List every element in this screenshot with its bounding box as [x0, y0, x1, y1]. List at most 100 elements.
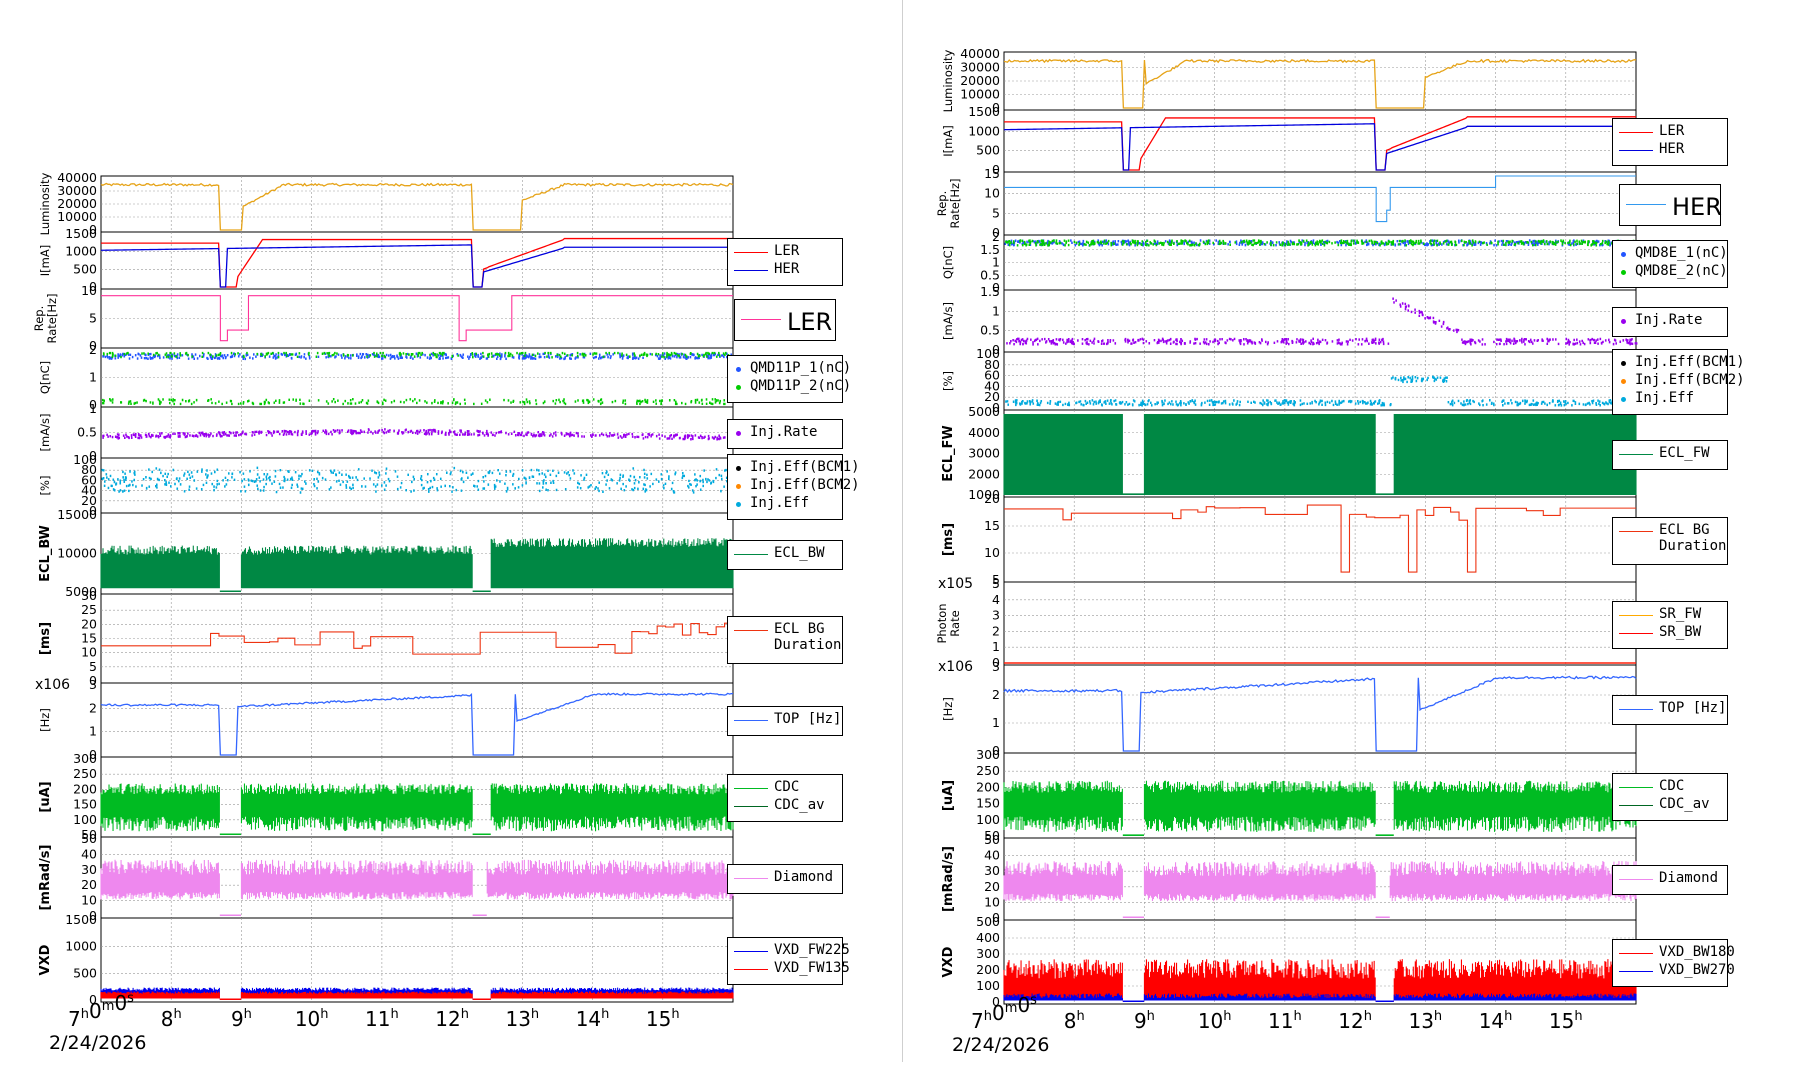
legend-photon: SR_FW SR_BW	[1612, 600, 1728, 649]
tick-label: 1500	[65, 912, 97, 927]
x-tick-unit: h	[601, 1007, 609, 1022]
tick-label: 5	[89, 659, 97, 674]
series-line-her	[1003, 123, 1636, 171]
axis-label-y: Rep.	[32, 306, 46, 332]
tick-label: 0	[89, 338, 97, 353]
series-dots-inj-rate	[102, 428, 734, 442]
legend-label: QMD11P_1(nC)	[750, 359, 852, 376]
legend-injeff: Inj.Eff(BCM1) Inj.Eff(BCM2) Inj.Eff	[727, 453, 860, 520]
x-tick-unit: h	[984, 1009, 992, 1024]
legend-label: HER	[774, 260, 800, 277]
x-tick-number: 0	[1017, 993, 1030, 1017]
tick-label: 500	[976, 914, 1000, 929]
legend-injeff: Inj.Eff(BCM1) Inj.Eff(BCM2) Inj.Eff	[1612, 349, 1745, 415]
x-tick-label: 8h	[1064, 1009, 1085, 1033]
panel-q: 2 1 0 Q[nC]	[38, 342, 734, 412]
x-tick-unit: s	[127, 991, 134, 1006]
panel-frame	[1003, 109, 1637, 173]
legend-eclfw: ECL_FW	[1612, 439, 1728, 470]
tick-label: 200	[976, 962, 1000, 977]
axis-label-y: [mA/s]	[941, 302, 955, 340]
axis-label-y: [mRad/s]	[941, 846, 956, 912]
x-tick-label: 13h	[1408, 1009, 1442, 1033]
legend-line-icon	[1619, 971, 1653, 972]
panel-frame	[1003, 581, 1637, 666]
legend-entry: CDC	[1613, 778, 1727, 796]
panel-eclbg: 20 15 10 5 [ms]	[941, 491, 1637, 587]
series-step-eclbg	[101, 622, 734, 655]
tick-label: 20	[81, 877, 97, 892]
legend-label: QMD11P_2(nC)	[750, 377, 852, 394]
tick-label: 4000	[968, 425, 1000, 440]
tick-label: 0	[89, 503, 97, 518]
legend-label: QMD8E_2(nC)	[1635, 262, 1728, 279]
series-line-ler	[101, 237, 733, 288]
legend-entry: HER	[1613, 141, 1727, 159]
tick-label: 2000	[968, 466, 1000, 481]
series-band-vxd-bw180	[1003, 959, 1637, 1002]
series-dots-inj-eff	[1005, 375, 1638, 407]
tick-label: 40	[984, 848, 1000, 863]
x-tick-label: 10h	[1198, 1009, 1232, 1033]
axis-label-y: ECL_FW	[941, 425, 956, 481]
legend-entry: ECL_FW	[1613, 445, 1727, 463]
legend-current: LER HER	[727, 237, 843, 286]
axis-label-y: Rate[Hz]	[948, 178, 962, 228]
legend-label: LER	[1659, 123, 1685, 139]
legend-entry: CDC_av	[728, 797, 842, 815]
tick-label: 30	[984, 863, 1000, 878]
x-tick-label: 7h0m0s	[68, 991, 134, 1031]
axis-label-y: [Hz]	[38, 708, 52, 732]
tick-label: 10	[984, 186, 1000, 201]
tick-label: 5	[992, 576, 1000, 591]
x-tick-label: 14h	[1479, 1009, 1513, 1033]
tick-label: 100	[976, 812, 1000, 827]
x-tick-label: 12h	[1338, 1009, 1372, 1033]
x-tick-label: 13h	[505, 1007, 539, 1031]
legend-label: SR_BW	[1659, 623, 1702, 640]
tick-label: 500	[73, 965, 97, 980]
axis-label-y: Luminosity	[941, 49, 955, 112]
axis-label-y: [mA/s]	[38, 414, 52, 452]
axis-multiplier: x106	[938, 659, 973, 675]
tick-label: 15000	[57, 507, 97, 522]
panel-current: 1500 1000 500 0 I[mA]	[38, 226, 734, 294]
legend-entry: Inj.Rate	[1613, 312, 1727, 330]
legend-entry: ECL BG Duration	[728, 621, 842, 653]
tick-label: 60	[984, 368, 1000, 383]
legend-entry: Inj.Rate	[728, 424, 842, 442]
legend-label: TOP [Hz]	[1659, 700, 1727, 716]
tick-label: 3	[992, 659, 1000, 674]
series-step-rep	[101, 295, 733, 342]
legend-label: CDC	[774, 779, 800, 795]
x-tick-number: 14	[1479, 1009, 1504, 1033]
legend-entry: LER	[735, 308, 835, 336]
date-label: 2/24/2026	[952, 1034, 1050, 1056]
legend-entry: HER	[728, 261, 842, 279]
legend-dot-icon	[736, 483, 741, 489]
legend-label: VXD_FW135	[774, 960, 850, 976]
series-step-eclbg	[1004, 504, 1636, 573]
axis-label-y: VXD	[38, 944, 53, 975]
series-dots-qmd11p-2-nc-	[101, 351, 730, 406]
tick-label: 5	[992, 205, 1000, 220]
legend-label: Diamond	[774, 868, 834, 885]
legend-entry: VXD_BW270	[1613, 962, 1735, 980]
tick-label: 100	[73, 452, 97, 467]
tick-label: 0.5	[77, 425, 97, 440]
tick-label: 0	[992, 225, 1000, 240]
legend-line-icon	[1619, 953, 1653, 954]
tick-label: 3000	[968, 446, 1000, 461]
series-dots-inj-rate	[1006, 297, 1638, 346]
series-line-top-hz-	[100, 692, 734, 756]
tick-label: 0.5	[980, 267, 1000, 282]
tick-label: 15	[984, 518, 1000, 533]
tick-label: 200	[73, 781, 97, 796]
legend-label: TOP [Hz]	[774, 711, 842, 727]
x-tick-number: 0	[114, 991, 127, 1015]
legend-line-icon	[1619, 804, 1653, 806]
tick-label: 1	[992, 255, 1000, 270]
legend-label: HER	[1659, 141, 1685, 157]
